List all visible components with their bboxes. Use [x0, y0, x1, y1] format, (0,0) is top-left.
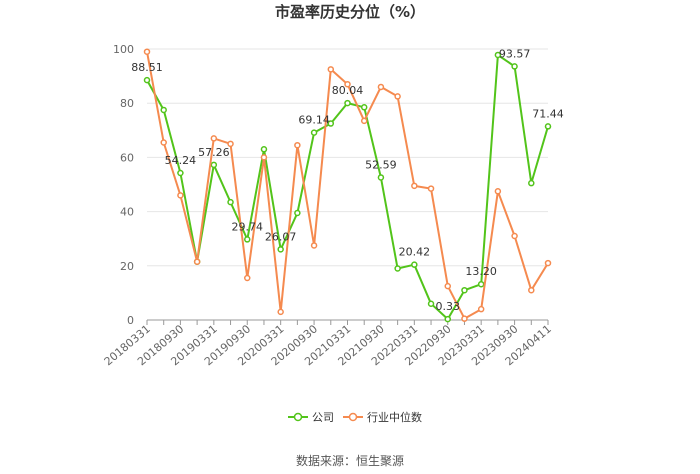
legend-item-1[interactable]: 行业中位数 [343, 410, 422, 424]
data-point-1[interactable] [494, 188, 502, 195]
data-point-1[interactable] [411, 182, 418, 190]
data-label: 26.07 [265, 230, 297, 243]
data-point-1[interactable] [327, 66, 335, 73]
data-label: 54.24 [165, 154, 197, 167]
data-point-0[interactable] [210, 161, 218, 169]
data-point-1[interactable] [477, 305, 485, 313]
data-point-1[interactable] [544, 259, 552, 267]
y-tick-label: 100 [113, 43, 134, 56]
data-point-0[interactable] [143, 76, 151, 84]
data-point-0[interactable] [160, 106, 167, 114]
data-label: 13.20 [465, 265, 497, 278]
data-point-1[interactable] [394, 93, 401, 100]
data-point-1[interactable] [360, 117, 368, 125]
legend[interactable]: 公司 行业中位数 [288, 410, 422, 424]
data-point-1[interactable] [427, 185, 435, 192]
data-point-0[interactable] [227, 198, 234, 206]
data-point-1[interactable] [244, 274, 251, 282]
legend-label: 行业中位数 [367, 410, 422, 424]
data-point-0[interactable] [310, 129, 318, 136]
data-point-0[interactable] [411, 261, 418, 268]
data-point-1[interactable] [210, 135, 218, 142]
data-point-1[interactable] [511, 232, 518, 240]
data-point-1[interactable] [444, 282, 451, 290]
data-label: 0.33 [436, 300, 461, 313]
data-point-0[interactable] [260, 146, 268, 153]
data-label: 71.44 [532, 107, 564, 120]
data-point-0[interactable] [528, 179, 535, 187]
data-point-1[interactable] [193, 258, 201, 265]
y-tick-label: 0 [127, 314, 134, 327]
data-point-1[interactable] [227, 140, 234, 148]
y-tick-label: 40 [120, 206, 134, 219]
data-point-0[interactable] [327, 120, 335, 127]
chart-title: 市盈率历史分位（%） [275, 3, 425, 21]
y-tick-label: 20 [120, 260, 134, 273]
data-label: 80.04 [332, 84, 364, 97]
data-label: 29.74 [232, 220, 264, 233]
data-point-1[interactable] [294, 141, 301, 149]
data-point-0[interactable] [394, 265, 401, 272]
data-point-0[interactable] [544, 123, 552, 130]
data-point-0[interactable] [511, 63, 518, 70]
data-point-0[interactable] [461, 286, 468, 294]
data-point-0[interactable] [244, 236, 251, 243]
data-point-0[interactable] [444, 315, 451, 323]
legend-label: 公司 [312, 411, 334, 424]
legend-marker [293, 412, 303, 422]
data-label: 52.59 [365, 158, 397, 171]
data-point-1[interactable] [344, 80, 351, 88]
data-point-1[interactable] [377, 83, 385, 91]
data-point-1[interactable] [177, 192, 184, 199]
data-point-1[interactable] [277, 308, 284, 316]
legend-marker [348, 412, 358, 422]
data-point-1[interactable] [528, 286, 535, 294]
data-point-0[interactable] [344, 99, 351, 107]
legend-item-0[interactable]: 公司 [288, 411, 334, 424]
data-source: 数据来源：恒生聚源 [296, 453, 404, 468]
data-label: 93.57 [499, 47, 531, 60]
y-tick-label: 60 [120, 151, 134, 164]
data-label: 88.51 [131, 61, 163, 74]
data-point-0[interactable] [177, 169, 184, 177]
data-label: 57.26 [198, 146, 230, 159]
data-point-1[interactable] [310, 242, 318, 249]
series-lines [143, 48, 552, 323]
data-point-0[interactable] [294, 209, 301, 217]
data-label: 69.14 [298, 114, 330, 127]
data-point-1[interactable] [143, 48, 151, 55]
data-point-0[interactable] [377, 174, 385, 181]
data-point-1[interactable] [260, 154, 268, 161]
data-label: 20.42 [399, 246, 431, 259]
data-point-0[interactable] [360, 104, 368, 111]
data-point-0[interactable] [427, 300, 435, 307]
data-point-1[interactable] [461, 315, 468, 322]
data-point-0[interactable] [494, 51, 502, 59]
data-point-0[interactable] [477, 280, 485, 288]
y-tick-label: 80 [120, 97, 134, 110]
data-point-1[interactable] [160, 139, 167, 146]
data-point-0[interactable] [277, 246, 284, 253]
